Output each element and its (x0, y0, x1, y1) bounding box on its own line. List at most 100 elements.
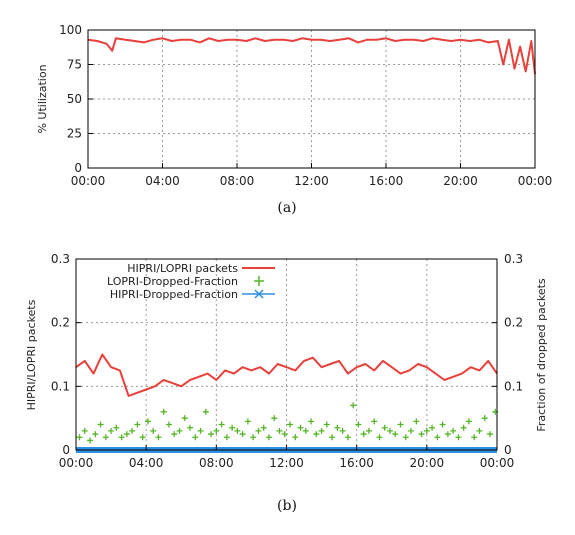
packets-gridlines (76, 259, 497, 450)
x-tick-label: 04:00 (129, 456, 164, 470)
scatter-point (302, 427, 309, 434)
scatter-point (81, 427, 88, 434)
scatter-point (234, 427, 241, 434)
y-tick-label: 0.1 (51, 379, 70, 393)
scatter-point (76, 434, 83, 441)
scatter-point (181, 415, 188, 422)
packets-y-ticks: 0 0.1 0.2 0.3 (51, 252, 81, 457)
scatter-point (92, 431, 99, 438)
packets-y-axis-label: HIPRI/LOPRI packets (25, 299, 38, 410)
x-tick-label: 16:00 (339, 456, 374, 470)
y2-tick-label: 0.2 (504, 316, 523, 330)
packets-caption: (b) (277, 498, 297, 514)
scatter-point (434, 434, 441, 441)
legend-plus-swatch (254, 276, 264, 286)
y2-tick-label: 0.3 (504, 252, 523, 266)
y-tick-label: 0.2 (51, 316, 70, 330)
x-tick-label: 20:00 (443, 174, 478, 188)
x-tick-label: 08:00 (199, 456, 234, 470)
scatter-point (450, 427, 457, 434)
scatter-point (250, 434, 257, 441)
scatter-point (360, 431, 367, 438)
legend-label-lopri-dropped: LOPRI-Dropped-Fraction (107, 275, 238, 288)
scatter-point (329, 434, 336, 441)
legend-entry-lopri-dropped: LOPRI-Dropped-Fraction (107, 275, 264, 288)
scatter-point (486, 431, 493, 438)
x-tick-label: 16:00 (369, 174, 404, 188)
scatter-point (371, 418, 378, 425)
scatter-point (386, 427, 393, 434)
scatter-point (297, 424, 304, 431)
utilization-x-ticks: 00:00 04:00 08:00 12:00 16:00 20:00 00:00 (71, 163, 553, 188)
utilization-caption: (a) (277, 200, 296, 216)
scatter-point (239, 431, 246, 438)
scatter-point (155, 434, 162, 441)
utilization-series (87, 37, 536, 75)
scatter-point (229, 424, 236, 431)
scatter-point (176, 427, 183, 434)
scatter-point (97, 421, 104, 428)
x-tick-label: 00:00 (518, 174, 553, 188)
scatter-point (344, 434, 351, 441)
scatter-point (481, 415, 488, 422)
scatter-point (402, 434, 409, 441)
scatter-point (423, 427, 430, 434)
scatter-point (455, 434, 462, 441)
x-tick-label: 12:00 (294, 174, 329, 188)
utilization-y-ticks: 0 25 50 75 100 (59, 23, 93, 175)
scatter-point (418, 431, 425, 438)
scatter-point (355, 421, 362, 428)
scatter-point (197, 427, 204, 434)
legend-cross-swatch (254, 289, 264, 299)
y-tick-label: 50 (67, 92, 82, 106)
y2-tick-label: 0.1 (504, 379, 523, 393)
scatter-point (413, 418, 420, 425)
packets-y2-ticks: 0 0.1 0.2 0.3 (492, 252, 523, 457)
scatter-point (308, 418, 315, 425)
x-tick-label: 00:00 (59, 456, 94, 470)
scatter-point (476, 427, 483, 434)
x-tick-label: 00:00 (71, 174, 106, 188)
scatter-point (287, 421, 294, 428)
scatter-point (260, 424, 267, 431)
scatter-point (397, 421, 404, 428)
packets-series (75, 353, 499, 453)
packets-y2-axis-label: Fraction of dropped packets (535, 278, 548, 432)
x-tick-label: 04:00 (145, 174, 180, 188)
scatter-point (444, 431, 451, 438)
scatter-point (218, 421, 225, 428)
packets-legend: HIPRI/LOPRI packets LOPRI-Dropped-Fracti… (107, 262, 275, 301)
series-line (87, 37, 536, 75)
packets-x-ticks: 00:00 04:00 08:00 12:00 16:00 20:00 00:00 (59, 445, 514, 470)
scatter-point (108, 427, 115, 434)
scatter-point (265, 434, 272, 441)
scatter-point (281, 431, 288, 438)
scatter-point (123, 431, 130, 438)
legend-label-hipri-dropped: HIPRI-Dropped-Fraction (110, 288, 238, 301)
scatter-point (171, 431, 178, 438)
scatter-point (350, 402, 357, 409)
scatter-point (465, 418, 472, 425)
scatter-point (134, 421, 141, 428)
scatter-point (255, 427, 262, 434)
scatter-point (160, 408, 167, 415)
y-tick-label: 75 (67, 58, 82, 72)
scatter-point (381, 424, 388, 431)
scatter-point (129, 427, 136, 434)
scatter-point (276, 427, 283, 434)
scatter-point (271, 415, 278, 422)
scatter-point (334, 424, 341, 431)
scatter-point (113, 424, 120, 431)
y-tick-label: 0.3 (51, 252, 70, 266)
y-tick-label: 25 (67, 127, 82, 141)
scatter-point (118, 434, 125, 441)
scatter-point (213, 427, 220, 434)
scatter-point (318, 427, 325, 434)
scatter-point (102, 434, 109, 441)
x-tick-label: 12:00 (269, 456, 304, 470)
scatter-point (202, 408, 209, 415)
scatter-point (150, 427, 157, 434)
utilization-y-axis-label: % Utilization (36, 64, 49, 133)
scatter-point (392, 431, 399, 438)
